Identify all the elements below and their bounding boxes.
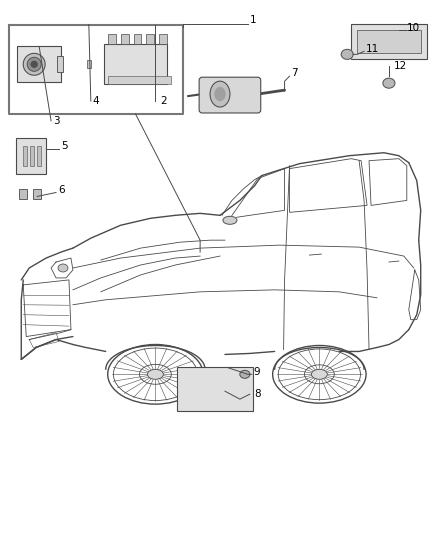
Bar [120, 35, 129, 44]
Text: 12: 12 [394, 61, 407, 71]
Text: 2: 2 [160, 96, 167, 106]
Bar [351, 23, 427, 59]
Text: 4: 4 [93, 96, 99, 106]
Bar [87, 60, 91, 68]
Text: 7: 7 [292, 68, 298, 78]
Ellipse shape [58, 264, 68, 272]
Text: 1: 1 [250, 14, 256, 25]
Ellipse shape [31, 61, 37, 67]
Text: 3: 3 [53, 116, 60, 126]
Text: 8: 8 [254, 389, 261, 399]
Ellipse shape [148, 369, 163, 379]
Ellipse shape [223, 216, 237, 224]
Bar [16, 138, 46, 174]
Bar [108, 76, 171, 84]
Bar [134, 35, 141, 44]
Text: 9: 9 [254, 367, 261, 377]
Ellipse shape [383, 78, 395, 88]
Bar [33, 190, 41, 199]
Text: 5: 5 [61, 141, 67, 151]
Bar [37, 146, 41, 166]
Text: 10: 10 [407, 22, 420, 33]
Text: 11: 11 [366, 44, 379, 54]
FancyBboxPatch shape [199, 77, 261, 113]
Bar [17, 46, 61, 82]
Bar [19, 190, 27, 199]
Ellipse shape [215, 87, 225, 101]
Bar [104, 44, 167, 84]
Bar [146, 35, 155, 44]
Bar [23, 146, 27, 166]
Ellipse shape [341, 50, 353, 59]
Bar [108, 35, 116, 44]
Bar [177, 367, 253, 411]
Bar [30, 146, 34, 166]
Ellipse shape [210, 81, 230, 107]
Text: 6: 6 [58, 185, 65, 196]
Bar [357, 29, 421, 53]
Ellipse shape [240, 370, 250, 378]
Ellipse shape [311, 369, 327, 379]
Bar [159, 35, 167, 44]
Bar [57, 56, 63, 72]
Ellipse shape [27, 58, 41, 71]
Ellipse shape [23, 53, 45, 75]
